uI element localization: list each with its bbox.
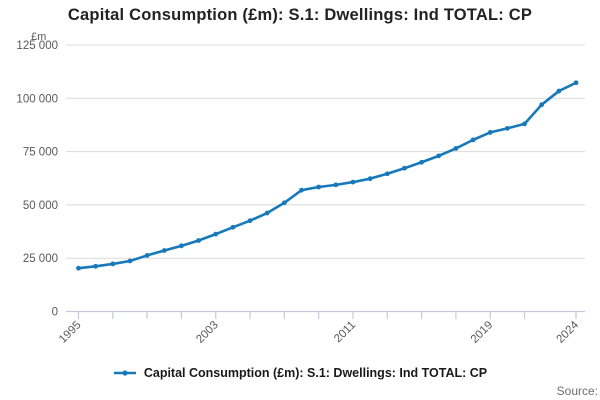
x-axis-tick-label: 2003 xyxy=(194,319,221,346)
data-line xyxy=(77,81,578,270)
y-axis-unit-label: £m xyxy=(31,31,47,43)
y-axis-tick-label: 25 000 xyxy=(23,253,58,265)
chart-title: Capital Consumption (£m): S.1: Dwellings… xyxy=(67,6,533,24)
y-axis-tick-label: 0 xyxy=(52,307,58,319)
data-point xyxy=(453,146,459,151)
data-point xyxy=(230,224,236,230)
data-point xyxy=(127,258,133,264)
data-point xyxy=(539,102,545,108)
data-point xyxy=(350,179,356,185)
data-point xyxy=(556,88,562,94)
legend-series-label: Capital Consumption (£m): S.1: Dwellings… xyxy=(143,366,488,380)
data-point xyxy=(247,218,253,224)
source-label: Source: xyxy=(556,384,598,398)
legend: Capital Consumption (£m): S.1: Dwellings… xyxy=(0,363,600,383)
data-point xyxy=(93,263,99,269)
data-point xyxy=(264,210,270,216)
data-point xyxy=(196,238,201,243)
x-axis-tick-label: 2024 xyxy=(555,319,582,346)
y-axis-tick-label: 100 000 xyxy=(16,93,58,105)
data-point xyxy=(367,176,373,182)
data-point xyxy=(419,159,425,165)
data-point xyxy=(299,187,304,193)
x-axis-tick-label: 2019 xyxy=(469,319,496,346)
data-point xyxy=(436,153,442,159)
data-point xyxy=(76,265,81,271)
data-point xyxy=(470,137,476,143)
data-point xyxy=(144,253,150,258)
y-axis-tick-label: 50 000 xyxy=(23,200,58,212)
data-point xyxy=(504,125,510,131)
data-point xyxy=(522,121,527,127)
data-point xyxy=(573,80,579,86)
data-point xyxy=(213,231,219,237)
y-axis-tick-label: 75 000 xyxy=(23,147,58,159)
data-point xyxy=(384,171,390,177)
y-axis-tick-label: 125 000 xyxy=(16,40,58,52)
data-point xyxy=(110,261,116,267)
data-point xyxy=(333,182,339,188)
legend-line-marker-icon xyxy=(113,370,136,376)
data-point xyxy=(161,248,167,253)
data-point xyxy=(281,200,287,206)
data-point xyxy=(402,165,407,171)
x-axis-tick-label: 1995 xyxy=(57,319,84,346)
x-axis-tick-label: 2011 xyxy=(332,319,358,345)
data-point xyxy=(316,184,322,190)
data-point xyxy=(487,130,493,135)
data-point xyxy=(179,243,184,249)
plot-area: 0 25 000 50 000 75 000 100 000 125 000 1995 200… xyxy=(16,40,585,346)
